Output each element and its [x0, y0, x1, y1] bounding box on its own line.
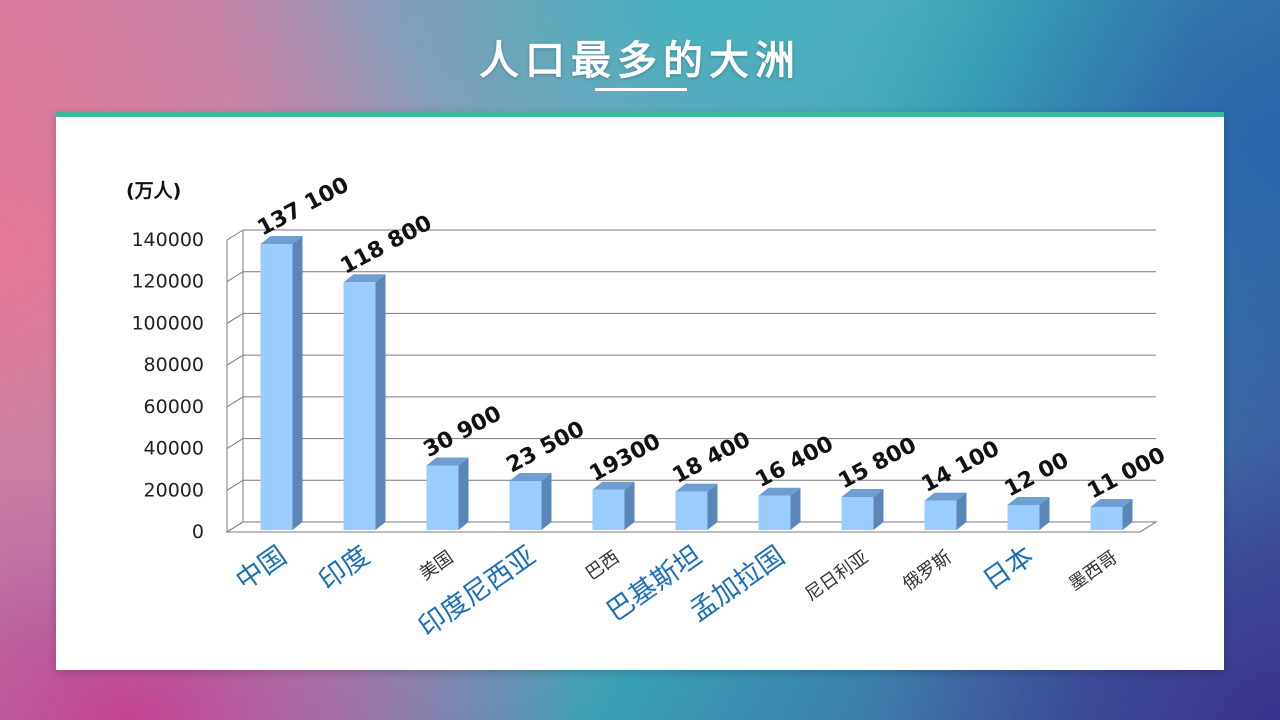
bar [592, 489, 625, 530]
bar-side [458, 457, 469, 530]
bar-side [1122, 499, 1133, 530]
bar-top [426, 457, 469, 466]
chart-panel: 0 20000 40000 60000 80000 100000 120000 140000 (… [56, 112, 1224, 670]
bar [260, 244, 293, 530]
bar-side [624, 481, 635, 530]
bar-side [541, 472, 552, 530]
title-underline [595, 88, 687, 91]
bar [1007, 504, 1040, 530]
data-label: 11 000 [1084, 443, 1170, 505]
y-tick-label: 20000 [144, 479, 204, 501]
data-label: 30 900 [420, 401, 506, 463]
bar-top [260, 236, 303, 245]
data-label: 18 400 [669, 427, 755, 489]
category-label: 美国 [416, 547, 458, 585]
bar [758, 495, 791, 530]
bar-top [675, 483, 718, 492]
category-label: 巴基斯坦 [601, 540, 707, 627]
category-label: 尼日利亚 [801, 547, 872, 605]
bar-top [1090, 499, 1133, 508]
data-label: 19300 [586, 429, 665, 487]
bar-side [375, 274, 386, 530]
gridline-depth [226, 396, 244, 408]
data-label: 137 100 [254, 173, 354, 242]
bar-top [592, 481, 635, 490]
bar [675, 491, 708, 530]
y-tick-label: 0 [192, 521, 204, 543]
data-label: 12 00 [1001, 448, 1074, 502]
category-label: 俄罗斯 [899, 547, 955, 595]
bar-side [1039, 496, 1050, 530]
bar [343, 282, 376, 530]
y-tick-label: 100000 [131, 312, 204, 334]
bar [841, 497, 874, 530]
bar-top [924, 492, 967, 501]
bar-side [873, 489, 884, 530]
gridline-depth [226, 354, 244, 366]
bar-top [509, 472, 552, 481]
category-label: 印度 [313, 540, 375, 596]
population-bar-chart: 0 20000 40000 60000 80000 100000 120000 140000 (… [126, 173, 1170, 644]
bar-side [790, 487, 801, 530]
data-label: 16 400 [752, 431, 838, 493]
bar [1090, 507, 1123, 530]
page-title: 人口最多的大洲 [479, 38, 801, 84]
bar [509, 480, 542, 530]
gridline-depth [226, 438, 244, 449]
gridline-depth [226, 229, 244, 241]
bar-side [707, 483, 718, 530]
category-label: 巴西 [582, 547, 624, 585]
y-unit-label: (万人) [126, 180, 181, 202]
category-label: 日本 [977, 540, 1039, 596]
gridline-depth [226, 479, 244, 491]
y-tick-label: 120000 [131, 271, 204, 293]
bar-side [292, 236, 303, 530]
bar-top [343, 274, 386, 283]
bar [924, 500, 957, 530]
gridline-depth [226, 271, 244, 283]
bar [426, 465, 459, 530]
category-label: 中国 [230, 540, 292, 596]
data-label: 15 800 [835, 433, 921, 495]
category-label: 孟加拉国 [684, 540, 790, 627]
y-tick-label: 40000 [144, 438, 204, 460]
bar-top [1007, 496, 1050, 505]
y-tick-label: 80000 [144, 354, 204, 376]
bar-top [758, 487, 801, 496]
bar-top [841, 489, 884, 498]
data-label: 14 100 [918, 436, 1004, 498]
y-tick-label: 140000 [131, 229, 204, 251]
gridline-depth [226, 313, 244, 324]
data-label: 118 800 [337, 211, 437, 280]
y-tick-label: 60000 [144, 396, 204, 418]
data-label: 23 500 [503, 417, 589, 479]
bar-side [956, 492, 967, 530]
category-label: 墨西哥 [1065, 547, 1121, 595]
